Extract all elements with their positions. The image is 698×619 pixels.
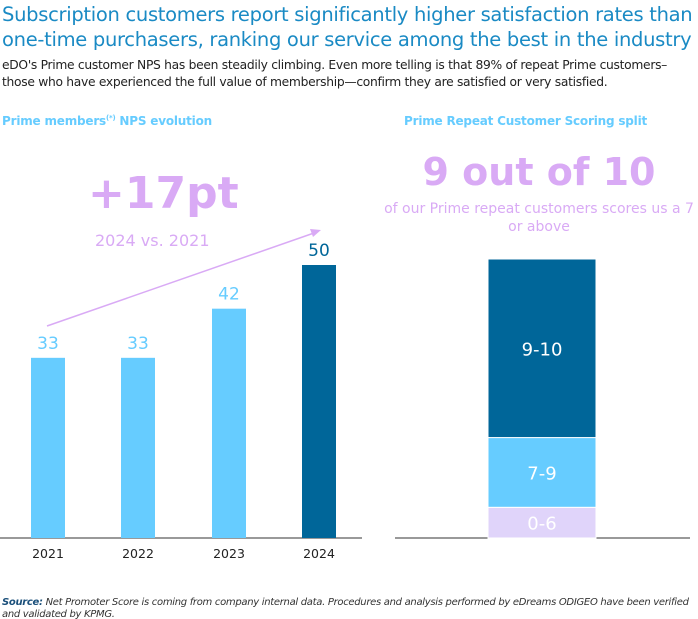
left-heading-text: Prime members [2,114,106,128]
scoring-callout: 9 out of 10 [422,150,656,194]
bar-label: 33 [37,334,59,354]
bar-2021 [31,357,65,538]
page-title: Subscription customers report significan… [2,3,693,51]
x-tick-label: 2022 [122,546,154,561]
nps-delta-callout: +17pt [88,168,239,219]
bar-2024 [302,265,336,538]
arrow-head-icon [310,229,321,237]
segment-label: 9-10 [522,339,563,360]
source-text: Net Promoter Score is coming from compan… [2,597,689,619]
scoring-callout-sub: of our Prime repeat customers scores us … [384,201,694,235]
bar-label: 50 [308,241,330,261]
stack-segment-7-9 [487,437,597,508]
stack-segment-9-10 [487,258,597,439]
bar-2023 [212,308,246,538]
bar-label: 33 [127,334,149,354]
trend-arrow [46,232,315,327]
segment-label: 7-9 [527,463,556,484]
x-tick-label: 2021 [32,546,64,561]
footnote-marker: (*) [105,114,116,122]
segment-label: 0-6 [527,514,556,535]
subtitle: eDO's Prime customer NPS has been steadi… [2,58,668,89]
stack-segment-0-6 [487,506,597,539]
x-tick-label: 2023 [213,546,245,561]
source-note: Source: Net Promoter Score is coming fro… [2,597,698,619]
right-heading: Prime Repeat Customer Scoring split [404,114,648,128]
bar-label: 42 [218,285,240,305]
nps-delta-sub: 2024 vs. 2021 [95,231,210,250]
x-tick-label: 2024 [303,546,335,561]
source-label: Source: [2,597,43,608]
left-heading-rest: NPS evolution [115,114,212,128]
bar-2022 [121,357,155,538]
left-heading: Prime members(*) NPS evolution [2,114,212,128]
